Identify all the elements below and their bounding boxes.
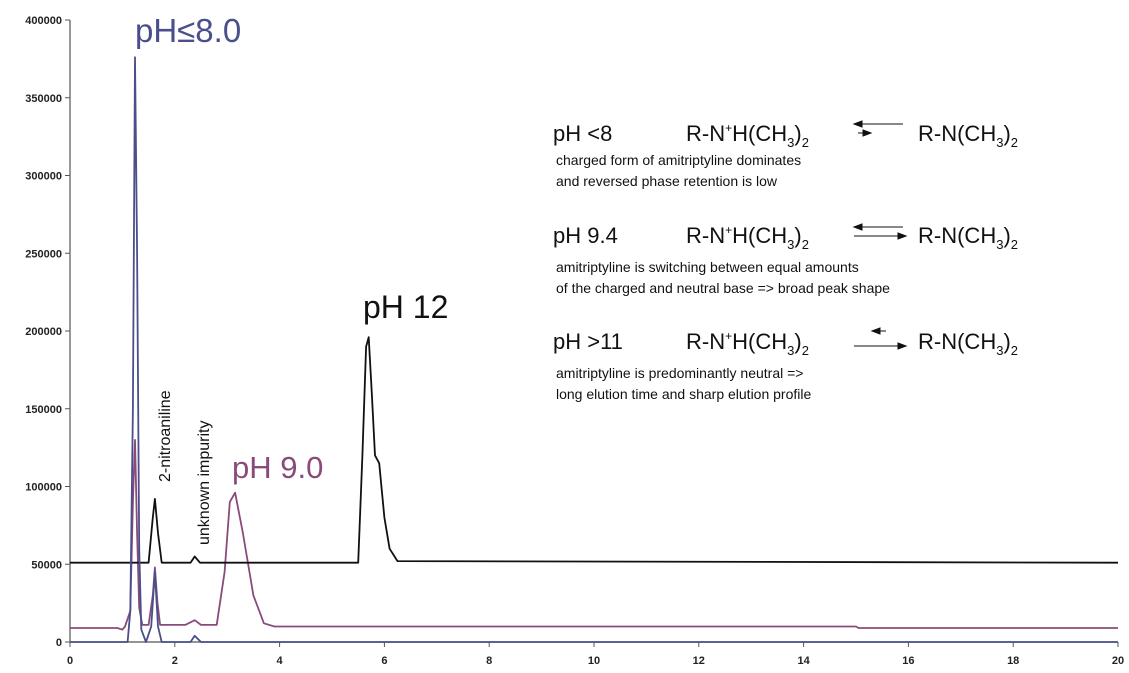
x-tick-label: 8 [486, 655, 492, 667]
series-layer [70, 56, 1119, 643]
equilibrium-arrow-3 [854, 327, 908, 350]
svg-text:R-N(CH3)2: R-N(CH3)2 [918, 121, 1018, 150]
ph8-label: pH≤8.0 [135, 12, 241, 49]
equation-ph-gt-11: pH >11 R-N+H(CH3)2 R-N(CH3)2 amitriptyli… [553, 327, 1018, 402]
svg-text:R-N+H(CH3)2: R-N+H(CH3)2 [686, 121, 809, 150]
svg-text:pH <8: pH <8 [553, 121, 612, 146]
y-tick-label: 50000 [31, 559, 62, 571]
equation-ph-9-4: pH 9.4 R-N+H(CH3)2 R-N(CH3)2 amitriptyli… [553, 223, 1018, 296]
x-tick-label: 0 [67, 655, 73, 667]
svg-text:pH >11: pH >11 [553, 329, 623, 354]
y-tick-label: 350000 [25, 93, 62, 105]
y-tick-label: 0 [56, 637, 62, 649]
svg-text:R-N+H(CH3)2: R-N+H(CH3)2 [686, 329, 809, 358]
x-tick-label: 20 [1112, 655, 1124, 667]
svg-text:R-N(CH3)2: R-N(CH3)2 [918, 223, 1018, 252]
x-tick-label: 4 [277, 655, 284, 667]
equilibrium-arrow-2 [852, 223, 908, 240]
svg-text:pH 9.4: pH 9.4 [553, 223, 618, 248]
equation-ph-lt-8: pH <8 R-N+H(CH3)2 R-N(CH3)2 charged form… [553, 120, 1018, 189]
impurity-label: unknown impurity [196, 421, 213, 546]
x-axis-ticks: 0 2 4 6 8 10 12 14 16 18 20 [67, 642, 1124, 667]
x-tick-label: 14 [797, 655, 810, 667]
x-tick-label: 16 [902, 655, 914, 667]
x-tick-label: 18 [1007, 655, 1019, 667]
svg-text:charged form of amitriptyline: charged form of amitriptyline dominates [556, 152, 801, 168]
svg-text:R-N+H(CH3)2: R-N+H(CH3)2 [686, 223, 809, 252]
x-tick-label: 12 [693, 655, 705, 667]
series-line-ph-12 [70, 336, 1119, 564]
equilibrium-arrow-1 [852, 120, 903, 137]
y-axis-ticks: 0 50000 100000 150000 200000 250000 300000 3500… [25, 15, 70, 649]
y-tick-label: 100000 [25, 482, 62, 494]
svg-text:amitriptyline is switching bet: amitriptyline is switching between equal… [556, 259, 859, 275]
y-tick-label: 300000 [25, 171, 62, 183]
svg-text:long elution time and sharp el: long elution time and sharp elution prof… [556, 386, 811, 402]
ph12-label: pH 12 [363, 289, 448, 325]
series-line-ph-9-0 [70, 439, 1118, 631]
x-tick-label: 10 [588, 655, 600, 667]
svg-text:of the charged and neutral bas: of the charged and neutral base => broad… [556, 280, 890, 296]
series-line-ph-8-0 [70, 56, 1118, 643]
nitroaniline-label: 2-nitroaniline [157, 390, 174, 482]
y-tick-label: 150000 [25, 404, 62, 416]
x-tick-label: 2 [172, 655, 178, 667]
y-tick-label: 400000 [25, 15, 62, 27]
x-tick-label: 6 [381, 655, 387, 667]
ph9-label: pH 9.0 [232, 450, 323, 485]
y-tick-label: 250000 [25, 248, 62, 260]
svg-text:and reversed phase retention i: and reversed phase retention is low [556, 173, 778, 189]
y-tick-label: 200000 [25, 326, 62, 338]
svg-text:R-N(CH3)2: R-N(CH3)2 [918, 329, 1018, 358]
svg-text:amitriptyline is predominantly: amitriptyline is predominantly neutral =… [556, 365, 803, 381]
